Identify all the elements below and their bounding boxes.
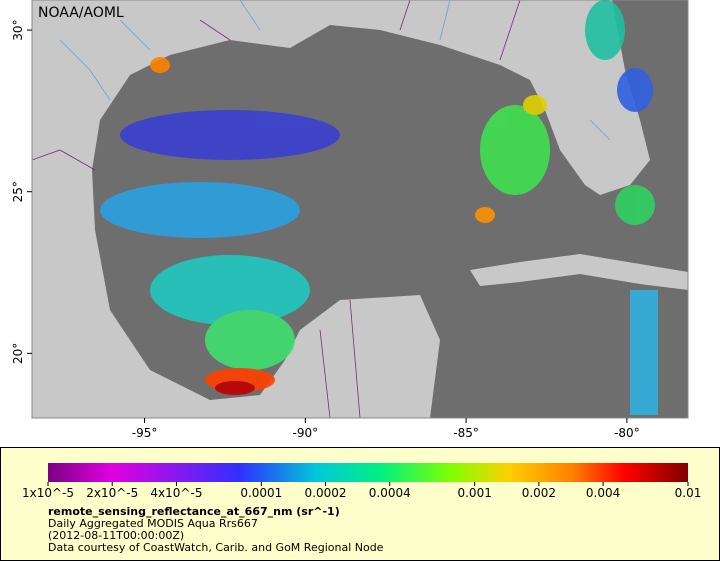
colorbar xyxy=(48,463,688,482)
colorbar-tick-label: 0.0002 xyxy=(305,486,347,500)
rivers xyxy=(59,0,611,141)
colorbar-tick-label: 0.004 xyxy=(586,486,620,500)
colorbar-tick-label: 4x10^-5 xyxy=(150,486,202,500)
variable-name: remote_sensing_reflectance_at_667_nm (sr… xyxy=(48,505,340,518)
colorbar-tick-label: 1x10^-5 xyxy=(22,486,74,500)
map xyxy=(32,0,688,418)
reflectance-patches xyxy=(100,0,658,415)
axes: -95° -90° -85° -80° 20° 25° 30° xyxy=(11,19,640,440)
colorbar-tick-label: 0.0001 xyxy=(240,486,282,500)
x-tick-label: -80° xyxy=(614,426,640,440)
legend-line: Data courtesy of CoastWatch, Carib. and … xyxy=(48,541,384,554)
colorbar-tick-label: 0.001 xyxy=(457,486,491,500)
y-tick-label: 25° xyxy=(11,181,25,202)
legend-line: Daily Aggregated MODIS Aqua Rrs667 xyxy=(48,517,258,530)
x-tick-label: -90° xyxy=(293,426,319,440)
colorbar-tick-label: 0.0004 xyxy=(369,486,411,500)
y-tick-label: 20° xyxy=(11,343,25,364)
colorbar-tick-label: 0.01 xyxy=(675,486,702,500)
y-tick-label: 30° xyxy=(11,19,25,40)
x-tick-label: -85° xyxy=(453,426,479,440)
colorbar-tick-label: 0.002 xyxy=(522,486,556,500)
map-frame xyxy=(31,0,689,419)
cuba xyxy=(470,254,688,290)
borders xyxy=(32,0,521,418)
x-tick-label: -95° xyxy=(132,426,158,440)
colorbar-axis: 1x10^-5 2x10^-5 4x10^-5 0.0001 0.0002 0.0004 0… xyxy=(22,482,701,500)
legend-line: (2012-08-11T00:00:00Z) xyxy=(48,529,184,542)
colorbar-tick-label: 2x10^-5 xyxy=(86,486,138,500)
credit: NOAA/AOML xyxy=(38,5,124,21)
